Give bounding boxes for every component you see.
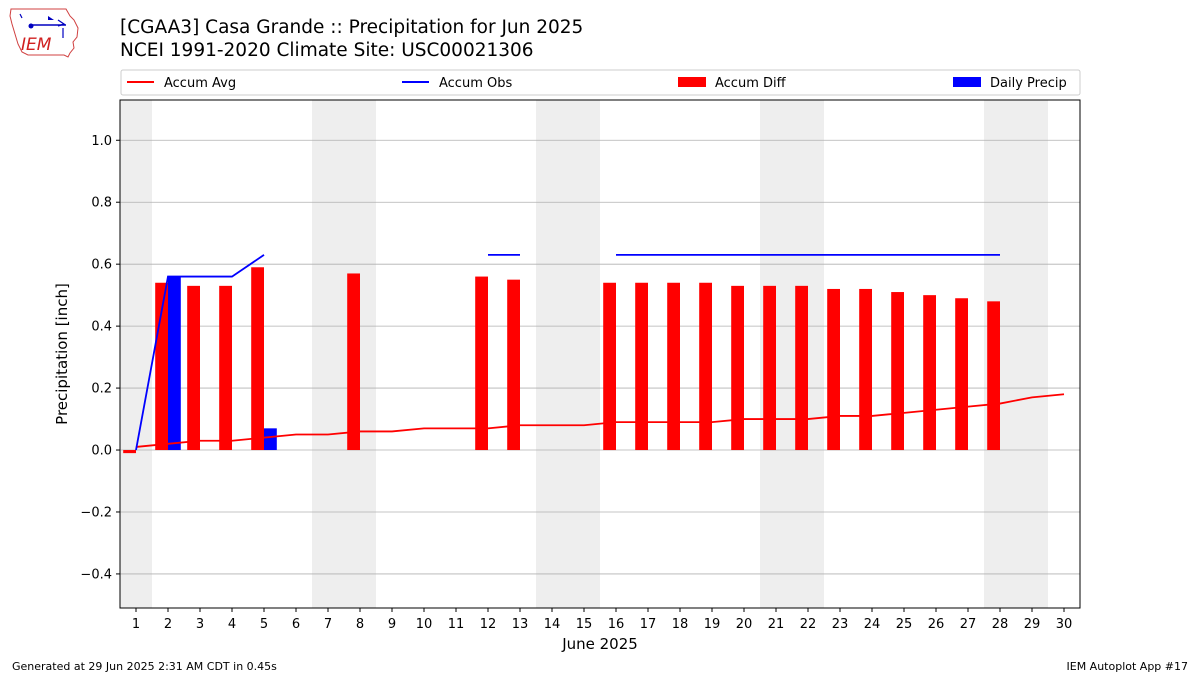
- x-tick-label: 13: [512, 617, 529, 632]
- accum-diff-bar: [667, 282, 680, 451]
- legend-frame: [120, 69, 1081, 96]
- y-tick-label: −0.4: [80, 567, 112, 582]
- x-tick-label: 14: [544, 617, 561, 632]
- y-tick-label: 0.8: [91, 196, 112, 211]
- x-tick-label: 4: [228, 617, 236, 632]
- y-tick-label: 0.0: [91, 444, 112, 459]
- x-tick-label: 22: [800, 617, 817, 632]
- y-tick-label: 0.4: [91, 320, 112, 335]
- chart-title: [CGAA3] Casa Grande :: Precipitation for…: [120, 17, 584, 38]
- x-tick-label: 26: [928, 617, 945, 632]
- x-tick-label: 11: [448, 617, 465, 632]
- x-tick-label: 9: [388, 617, 396, 632]
- x-tick-label: 5: [260, 617, 268, 632]
- x-tick-label: 30: [1056, 617, 1073, 632]
- x-tick-label: 15: [576, 617, 593, 632]
- accum-diff-bar: [891, 292, 904, 451]
- accum-diff-bar: [347, 273, 360, 451]
- x-tick-label: 23: [832, 617, 849, 632]
- x-tick-label: 1: [132, 617, 140, 632]
- footer-generated: Generated at 29 Jun 2025 2:31 AM CDT in …: [12, 660, 277, 673]
- accum-diff-bar: [699, 282, 712, 451]
- x-tick-label: 21: [768, 617, 785, 632]
- legend: Accum Avg Accum Obs Accum Diff Daily Precip: [120, 69, 1081, 96]
- weekend-band: [312, 100, 376, 608]
- y-tick-label: 1.0: [91, 134, 112, 149]
- axes: −0.4−0.20.00.20.40.60.81.01 2 3 4 5 6 7 8 9 10 11 1…: [80, 134, 1072, 632]
- accum-diff-bar: [731, 285, 744, 451]
- x-tick-label: 28: [992, 617, 1009, 632]
- x-tick-label: 24: [864, 617, 881, 632]
- iem-logo: IEM: [8, 6, 84, 64]
- accum-diff-bar: [763, 285, 776, 451]
- accum-diff-bar: [987, 301, 1000, 451]
- weekend-band: [536, 100, 600, 608]
- legend-label: Daily Precip: [990, 76, 1067, 91]
- x-tick-label: 19: [704, 617, 721, 632]
- y-axis-label: Precipitation [inch]: [53, 283, 71, 425]
- accum-diff-bar: [507, 279, 520, 451]
- lines: [135, 253, 1065, 451]
- x-tick-label: 18: [672, 617, 689, 632]
- accum-diff-bar: [251, 267, 264, 451]
- accum-diff-bar: [219, 285, 232, 451]
- x-tick-label: 27: [960, 617, 977, 632]
- x-tick-label: 25: [896, 617, 913, 632]
- x-tick-label: 12: [480, 617, 497, 632]
- x-tick-label: 20: [736, 617, 753, 632]
- x-tick-label: 10: [416, 617, 433, 632]
- accum-diff-bar: [123, 450, 136, 454]
- logo-text: IEM: [21, 35, 52, 55]
- x-tick-label: 16: [608, 617, 625, 632]
- legend-label: Accum Diff: [715, 76, 787, 91]
- y-tick-label: −0.2: [80, 505, 112, 520]
- grid-lines: [120, 139, 1080, 575]
- accum-diff-bar: [923, 295, 936, 451]
- legend-label: Accum Avg: [164, 76, 236, 91]
- accum-diff-bar: [635, 282, 648, 451]
- legend-bar-swatch: [953, 77, 981, 87]
- x-tick-label: 2: [164, 617, 172, 632]
- accum-diff-bar: [827, 288, 840, 451]
- footer-app: IEM Autoplot App #17: [1066, 660, 1189, 673]
- legend-label: Accum Obs: [439, 76, 512, 91]
- bars: [123, 267, 1000, 454]
- accum-diff-bar: [603, 282, 616, 451]
- x-tick-label: 17: [640, 617, 657, 632]
- accum-diff-bar: [955, 298, 968, 451]
- plot-frame: [119, 99, 1081, 609]
- accum-avg-line: [135, 393, 1065, 448]
- x-tick-label: 7: [324, 617, 332, 632]
- accum-diff-bar: [475, 276, 488, 451]
- x-tick-label: 8: [356, 617, 364, 632]
- weekend-band: [120, 100, 152, 608]
- chart-subtitle: NCEI 1991-2020 Climate Site: USC00021306: [120, 40, 534, 61]
- y-tick-label: 0.6: [91, 258, 112, 273]
- weekend-shading: [120, 100, 1048, 608]
- accum-obs-line: [135, 254, 265, 451]
- accum-diff-bar: [795, 285, 808, 451]
- x-axis-label: June 2025: [561, 635, 638, 653]
- y-tick-label: 0.2: [91, 382, 112, 397]
- x-tick-label: 29: [1024, 617, 1041, 632]
- accum-diff-bar: [187, 285, 200, 451]
- accum-diff-bar: [859, 288, 872, 451]
- legend-bar-swatch: [678, 77, 706, 87]
- x-tick-label: 3: [196, 617, 204, 632]
- daily-precip-bar: [168, 276, 181, 451]
- x-tick-label: 6: [292, 617, 300, 632]
- daily-precip-bar: [264, 428, 277, 451]
